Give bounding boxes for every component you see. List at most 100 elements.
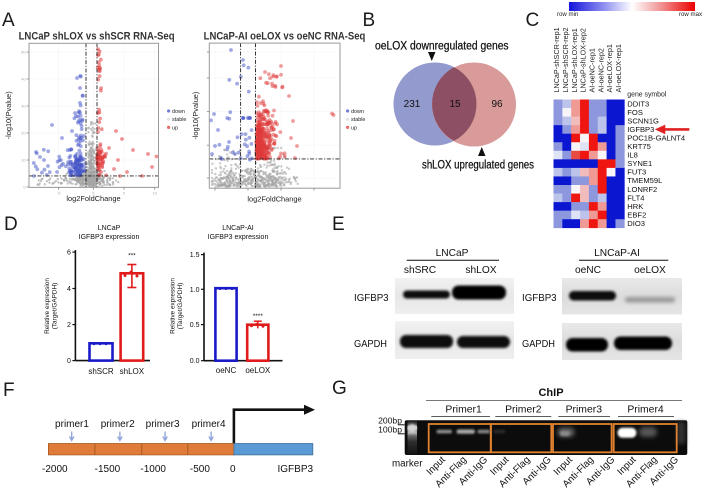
svg-text:AI-oeNC-rep2: AI-oeNC-rep2 bbox=[596, 48, 605, 92]
svg-text:log2FoldChange: log2FoldChange bbox=[66, 194, 120, 203]
svg-text:shSRC: shSRC bbox=[404, 265, 436, 276]
svg-text:GAPDH: GAPDH bbox=[522, 339, 555, 350]
svg-text:DIO3: DIO3 bbox=[627, 219, 645, 228]
svg-text:Relative expression: Relative expression bbox=[170, 278, 177, 334]
svg-text:20: 20 bbox=[21, 131, 26, 136]
svg-text:0.5: 0.5 bbox=[190, 322, 200, 329]
svg-text:LNCaP-shSCR-rep1: LNCaP-shSCR-rep1 bbox=[552, 27, 561, 92]
svg-text:IL8: IL8 bbox=[627, 151, 638, 160]
svg-text:10: 10 bbox=[152, 190, 157, 195]
svg-text:LNCaP-AI: LNCaP-AI bbox=[222, 225, 254, 232]
svg-text:-500: -500 bbox=[190, 464, 210, 475]
svg-text:231: 231 bbox=[404, 99, 421, 110]
svg-text:oeNC: oeNC bbox=[575, 265, 601, 276]
svg-text:AI-oeLOX-rep1: AI-oeLOX-rep1 bbox=[614, 44, 623, 92]
svg-text:POC1B-GALNT4: POC1B-GALNT4 bbox=[627, 133, 685, 142]
svg-text:down: down bbox=[351, 109, 364, 115]
svg-text:-2000: -2000 bbox=[42, 464, 68, 475]
svg-text:stable: stable bbox=[351, 117, 365, 123]
svg-text:0: 0 bbox=[92, 190, 95, 195]
svg-text:0: 0 bbox=[230, 464, 236, 475]
svg-text:GAPDH: GAPDH bbox=[354, 339, 387, 350]
svg-text:IGFBP3 expression: IGFBP3 expression bbox=[208, 234, 269, 241]
svg-text:IGFBP3 expression: IGFBP3 expression bbox=[79, 234, 140, 241]
svg-text:LNCaP-shLOX-rep2: LNCaP-shLOX-rep2 bbox=[579, 28, 588, 92]
svg-text:0.0: 0.0 bbox=[190, 358, 200, 365]
svg-text:gene symbol: gene symbol bbox=[627, 92, 667, 99]
svg-text:marker: marker bbox=[392, 459, 423, 470]
svg-text:****: **** bbox=[253, 313, 264, 320]
svg-text:up: up bbox=[351, 125, 357, 131]
svg-text:LNCaP: LNCaP bbox=[98, 225, 121, 232]
svg-text:4: 4 bbox=[67, 286, 71, 293]
svg-text:EBF2: EBF2 bbox=[627, 210, 646, 219]
svg-text:IGFBP3: IGFBP3 bbox=[522, 293, 557, 304]
svg-text:Relative expression: Relative expression bbox=[44, 278, 51, 334]
svg-text:0: 0 bbox=[23, 185, 26, 190]
svg-text:ChIP: ChIP bbox=[538, 387, 563, 399]
svg-text:200bp: 200bp bbox=[378, 416, 402, 426]
svg-text:shLOX upregulated genes: shLOX upregulated genes bbox=[422, 160, 534, 172]
svg-text:-1500: -1500 bbox=[95, 464, 121, 475]
svg-text:LNCaP-shLOX-rep1: LNCaP-shLOX-rep1 bbox=[570, 28, 579, 92]
svg-text:(Target/GAPDH): (Target/GAPDH) bbox=[52, 283, 59, 330]
svg-text:primer2: primer2 bbox=[101, 419, 135, 430]
svg-text:0: 0 bbox=[67, 358, 71, 365]
svg-text:(Target/GAPDH): (Target/GAPDH) bbox=[177, 283, 184, 330]
svg-text:AI-oeNC-rep1: AI-oeNC-rep1 bbox=[588, 48, 597, 92]
svg-text:primer4: primer4 bbox=[192, 419, 226, 430]
svg-text:SCNN1G: SCNN1G bbox=[627, 116, 659, 125]
svg-text:oeLOX: oeLOX bbox=[245, 366, 271, 375]
svg-text:LNCaP-AI: LNCaP-AI bbox=[594, 248, 640, 259]
svg-text:15: 15 bbox=[449, 99, 461, 110]
svg-text:HRK: HRK bbox=[627, 202, 643, 211]
svg-text:FLT4: FLT4 bbox=[627, 193, 644, 202]
svg-text:100bp: 100bp bbox=[378, 425, 402, 435]
svg-text:LNCaP-AI oeLOX vs oeNC RNA-Seq: LNCaP-AI oeLOX vs oeNC RNA-Seq bbox=[204, 31, 366, 43]
svg-text:Primer3: Primer3 bbox=[566, 405, 603, 416]
svg-text:stable: stable bbox=[172, 117, 186, 123]
svg-text:Primer4: Primer4 bbox=[627, 405, 664, 416]
svg-text:primer3: primer3 bbox=[146, 419, 180, 430]
svg-text:***: *** bbox=[128, 253, 136, 260]
svg-text:shLOX: shLOX bbox=[465, 265, 496, 276]
svg-text:SYNE1: SYNE1 bbox=[627, 159, 652, 168]
svg-text:30: 30 bbox=[21, 104, 26, 109]
svg-text:1.5: 1.5 bbox=[190, 252, 200, 259]
svg-text:IGFBP3: IGFBP3 bbox=[278, 464, 314, 475]
svg-text:10: 10 bbox=[21, 158, 26, 163]
svg-text:log2FoldChange: log2FoldChange bbox=[247, 195, 301, 204]
svg-text:-log10(Pvalue): -log10(Pvalue) bbox=[4, 91, 13, 139]
svg-text:TMEM59L: TMEM59L bbox=[627, 176, 662, 185]
svg-text:40: 40 bbox=[21, 77, 26, 82]
svg-text:up: up bbox=[172, 125, 178, 131]
svg-text:IGFBP3: IGFBP3 bbox=[354, 293, 389, 304]
svg-text:primer1: primer1 bbox=[55, 419, 89, 430]
svg-text:-5: -5 bbox=[57, 190, 61, 195]
svg-text:LNCaP-shSCR-rep2: LNCaP-shSCR-rep2 bbox=[561, 27, 570, 92]
svg-text:oeNC: oeNC bbox=[216, 366, 237, 375]
svg-text:IGFBP3: IGFBP3 bbox=[627, 125, 654, 134]
svg-text:Primer2: Primer2 bbox=[505, 405, 542, 416]
svg-text:2: 2 bbox=[67, 322, 71, 329]
svg-text:oeLOX downregulated genes: oeLOX downregulated genes bbox=[375, 41, 509, 53]
svg-text:DDIT3: DDIT3 bbox=[627, 99, 649, 108]
svg-text:down: down bbox=[172, 109, 185, 115]
svg-text:FOS: FOS bbox=[627, 108, 643, 117]
svg-text:96: 96 bbox=[491, 99, 503, 110]
svg-text:LNCaP: LNCaP bbox=[436, 248, 469, 259]
svg-text:oeLOX: oeLOX bbox=[634, 265, 666, 276]
svg-text:KRT75: KRT75 bbox=[627, 142, 651, 151]
svg-text:shSCR: shSCR bbox=[88, 367, 114, 376]
svg-text:Primer1: Primer1 bbox=[445, 405, 482, 416]
svg-text:5: 5 bbox=[123, 190, 126, 195]
svg-text:6: 6 bbox=[67, 250, 71, 257]
svg-text:FUT3: FUT3 bbox=[627, 168, 646, 177]
svg-text:shLOX: shLOX bbox=[120, 367, 145, 376]
svg-text:-1000: -1000 bbox=[140, 464, 166, 475]
svg-text:LNCaP shLOX vs shSCR RNA-Seq: LNCaP shLOX vs shSCR RNA-Seq bbox=[19, 31, 175, 43]
svg-text:AI-oeLOX-rep1: AI-oeLOX-rep1 bbox=[605, 44, 614, 92]
svg-text:-log10(Pvalue): -log10(Pvalue) bbox=[191, 92, 200, 140]
svg-text:50: 50 bbox=[21, 50, 26, 55]
svg-text:LONRF2: LONRF2 bbox=[627, 185, 657, 194]
